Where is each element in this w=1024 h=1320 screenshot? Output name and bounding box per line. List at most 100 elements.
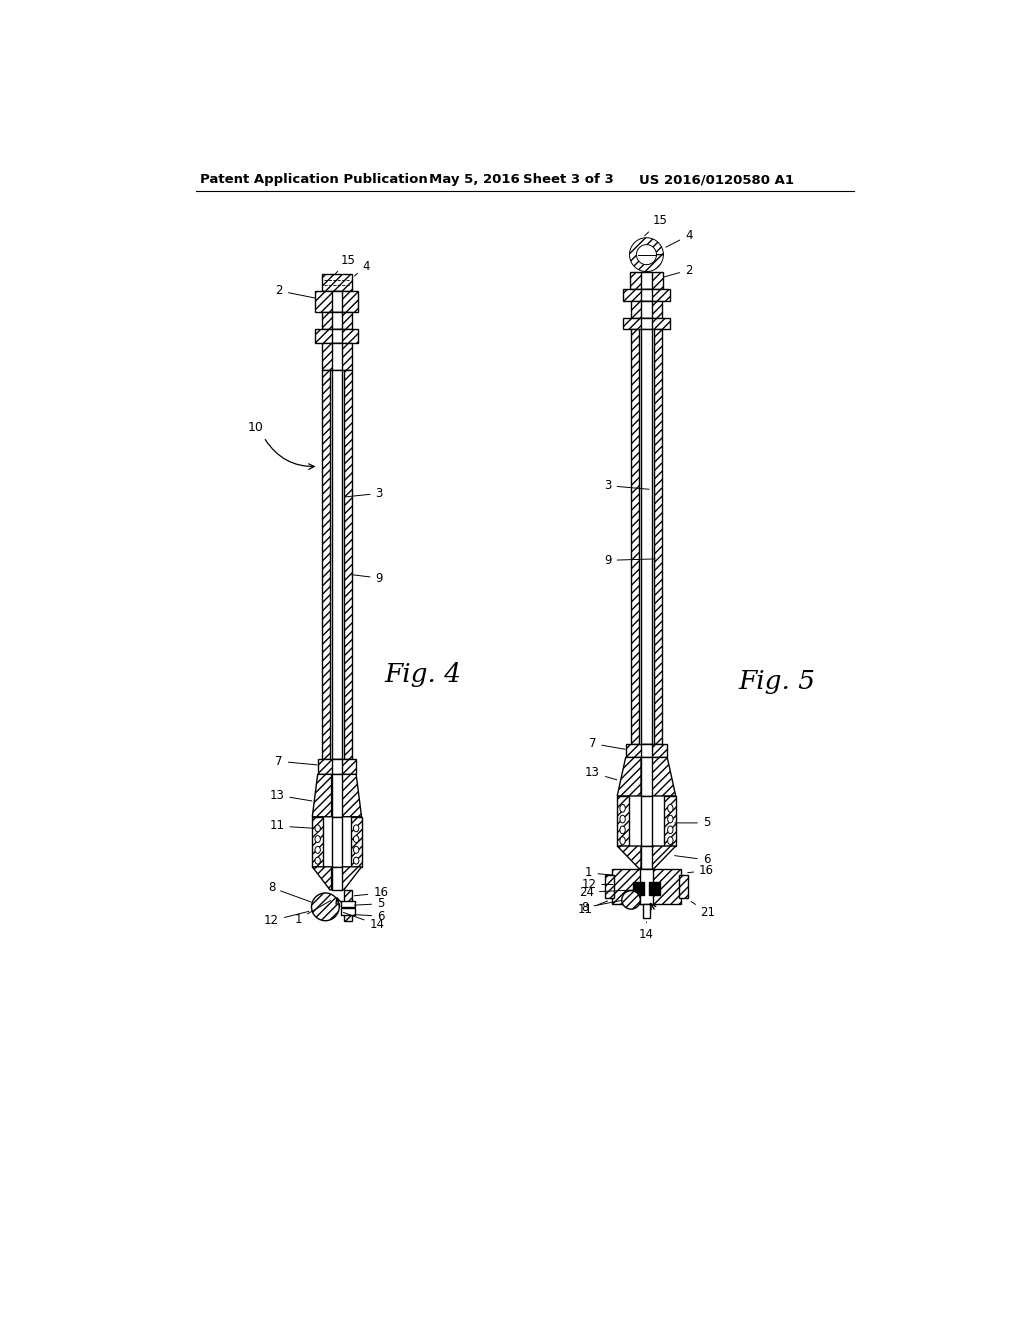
- Ellipse shape: [315, 846, 321, 853]
- Bar: [341, 900, 354, 907]
- Bar: [332, 867, 342, 890]
- Bar: [351, 817, 361, 867]
- Text: 11: 11: [578, 902, 607, 916]
- Ellipse shape: [353, 836, 358, 842]
- Bar: [641, 301, 652, 318]
- Text: 8: 8: [268, 880, 311, 902]
- Ellipse shape: [620, 804, 626, 812]
- Bar: [315, 290, 358, 313]
- Bar: [323, 370, 330, 759]
- Ellipse shape: [353, 846, 358, 853]
- Text: 8: 8: [582, 900, 622, 915]
- Polygon shape: [342, 775, 361, 817]
- Text: 15: 15: [645, 214, 668, 236]
- Circle shape: [311, 892, 339, 921]
- Text: 3: 3: [604, 479, 649, 492]
- Text: 12: 12: [582, 878, 613, 891]
- Text: 14: 14: [343, 912, 384, 931]
- Bar: [332, 775, 342, 817]
- Bar: [332, 313, 342, 330]
- Text: 5: 5: [675, 816, 711, 829]
- Bar: [332, 817, 342, 867]
- Ellipse shape: [353, 825, 358, 832]
- Bar: [322, 275, 352, 290]
- Text: Sheet 3 of 3: Sheet 3 of 3: [523, 173, 614, 186]
- Text: 3: 3: [345, 487, 383, 500]
- Ellipse shape: [315, 825, 321, 832]
- Text: Patent Application Publication: Patent Application Publication: [200, 173, 428, 186]
- Bar: [332, 343, 342, 370]
- Text: 2: 2: [664, 264, 692, 277]
- Bar: [643, 904, 650, 917]
- Text: May 5, 2016: May 5, 2016: [429, 173, 520, 186]
- Polygon shape: [617, 846, 641, 869]
- Text: 1: 1: [585, 866, 613, 879]
- Polygon shape: [312, 775, 332, 817]
- Bar: [631, 301, 662, 318]
- Polygon shape: [630, 238, 664, 272]
- Bar: [332, 330, 342, 343]
- Bar: [654, 330, 662, 743]
- Text: 5: 5: [354, 898, 384, 911]
- Ellipse shape: [620, 816, 626, 822]
- Circle shape: [622, 891, 640, 909]
- Ellipse shape: [353, 857, 358, 865]
- Bar: [332, 290, 342, 313]
- Bar: [617, 796, 629, 846]
- Bar: [312, 817, 323, 867]
- Bar: [630, 272, 664, 289]
- Bar: [341, 908, 354, 915]
- Text: Fig. 4: Fig. 4: [385, 661, 462, 686]
- Ellipse shape: [620, 837, 626, 845]
- Bar: [626, 743, 668, 758]
- Ellipse shape: [315, 857, 321, 865]
- Polygon shape: [652, 758, 676, 796]
- Bar: [624, 289, 670, 301]
- Text: 4: 4: [666, 228, 692, 247]
- Bar: [631, 330, 639, 743]
- Text: 16: 16: [688, 865, 714, 878]
- Text: 7: 7: [589, 737, 626, 750]
- Text: Fig. 5: Fig. 5: [739, 669, 816, 694]
- Ellipse shape: [668, 816, 673, 822]
- Text: 13: 13: [585, 767, 616, 780]
- Bar: [641, 796, 652, 846]
- Bar: [624, 318, 670, 330]
- Text: 12: 12: [264, 911, 309, 927]
- Bar: [641, 272, 652, 289]
- Bar: [641, 318, 652, 330]
- Bar: [640, 869, 653, 904]
- Bar: [315, 330, 358, 343]
- Text: 15: 15: [335, 253, 356, 275]
- Bar: [323, 313, 351, 330]
- Bar: [679, 874, 688, 898]
- Bar: [649, 882, 659, 895]
- Text: 7: 7: [275, 755, 317, 768]
- Bar: [323, 343, 351, 370]
- Text: 14: 14: [639, 921, 654, 941]
- Bar: [605, 874, 614, 898]
- Polygon shape: [342, 867, 361, 890]
- Ellipse shape: [668, 837, 673, 845]
- Text: 24: 24: [579, 886, 633, 899]
- Text: 13: 13: [269, 788, 312, 801]
- Bar: [317, 759, 356, 775]
- Bar: [344, 890, 351, 921]
- Text: 10: 10: [248, 421, 264, 434]
- Text: 11: 11: [269, 820, 312, 833]
- Polygon shape: [617, 758, 641, 796]
- Ellipse shape: [668, 804, 673, 812]
- Bar: [332, 370, 342, 759]
- Text: 21: 21: [691, 902, 716, 920]
- Bar: [634, 882, 644, 895]
- Bar: [344, 370, 351, 759]
- Ellipse shape: [668, 826, 673, 834]
- Bar: [641, 758, 652, 796]
- Bar: [665, 796, 676, 846]
- Bar: [641, 330, 652, 743]
- Polygon shape: [652, 846, 676, 869]
- Bar: [332, 759, 342, 775]
- Text: US 2016/0120580 A1: US 2016/0120580 A1: [639, 173, 794, 186]
- Text: 16: 16: [354, 887, 388, 899]
- Ellipse shape: [315, 836, 321, 842]
